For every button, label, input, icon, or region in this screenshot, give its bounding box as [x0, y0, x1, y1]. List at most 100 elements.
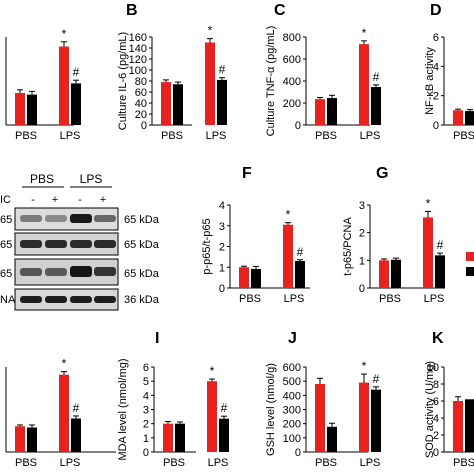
- bar: [161, 82, 171, 125]
- y-axis-label: NF-κB activity: [424, 47, 436, 115]
- bar: [465, 111, 474, 125]
- bar: [173, 84, 183, 125]
- y-tick-label: 20: [135, 109, 147, 121]
- blot-band: [20, 240, 42, 248]
- y-tick-label: 3: [359, 200, 365, 212]
- blot-band: [94, 267, 116, 276]
- blot-treatment-label: IC: [0, 194, 11, 206]
- y-tick-label: 80: [135, 76, 147, 88]
- bar: [453, 401, 463, 452]
- blot-band: [45, 240, 67, 248]
- y-tick-label: 1: [219, 262, 225, 274]
- blot-band: [20, 268, 42, 276]
- bar: [71, 83, 81, 125]
- significance-mark: #: [73, 65, 80, 79]
- panel-letter: F: [242, 165, 252, 182]
- significance-mark: #: [221, 401, 228, 415]
- bar: [435, 255, 445, 288]
- panel-letter: B: [126, 2, 138, 19]
- y-tick-label: 800: [283, 32, 301, 44]
- x-tick-label: LPS: [60, 457, 81, 469]
- blot-band: [70, 296, 92, 303]
- y-tick-label: 400: [283, 390, 301, 402]
- blot-row-label: NA: [0, 294, 16, 306]
- significance-mark: *: [426, 196, 431, 210]
- chart-panel-g: 0 1 2 3 t-p65/PCNA G PBS LPS * #: [342, 165, 445, 305]
- x-tick-label: PBS: [161, 130, 183, 142]
- chart-panel-h: PBS LPS * #: [5, 357, 116, 469]
- x-tick-label: PBS: [379, 293, 401, 305]
- significance-mark: *: [62, 357, 67, 371]
- x-tick-label: LPS: [60, 130, 81, 142]
- x-tick-label: PBS: [315, 457, 337, 469]
- y-tick-label: 8: [433, 379, 439, 391]
- significance-mark: *: [62, 27, 67, 41]
- bar: [465, 399, 474, 452]
- y-tick-label: 2: [143, 419, 149, 431]
- panel-letter: I: [155, 330, 159, 347]
- chart-panel-d: 0 2 4 6 NF-κB activity D PBS: [424, 2, 474, 142]
- y-tick-label: 500: [283, 376, 301, 388]
- y-axis-label: p-p65/t-p65: [201, 218, 213, 274]
- bar: [283, 224, 293, 288]
- blot-band: [20, 215, 42, 222]
- bar: [327, 98, 337, 125]
- y-tick-label: 200: [283, 98, 301, 110]
- bar: [371, 87, 381, 125]
- y-tick-label: 100: [283, 433, 301, 445]
- y-tick-label: 0: [433, 120, 439, 132]
- significance-mark: #: [373, 372, 380, 386]
- y-axis-label: MDA level (nmol/mg): [117, 358, 129, 460]
- significance-mark: #: [437, 238, 444, 252]
- bar: [295, 261, 305, 288]
- blot-band: [45, 215, 67, 222]
- y-tick-label: 2: [219, 242, 225, 254]
- y-tick-label: 4: [433, 61, 439, 73]
- blot-lane-mark: +: [52, 194, 58, 206]
- blot-row-label: 65: [0, 268, 12, 280]
- significance-mark: #: [73, 401, 80, 415]
- x-tick-label: PBS: [315, 130, 337, 142]
- y-tick-label: 6: [433, 396, 439, 408]
- significance-mark: *: [362, 359, 367, 373]
- y-tick-label: 160: [129, 32, 147, 44]
- y-axis-label: GSH level (nmol/g): [265, 363, 277, 456]
- bar: [371, 389, 381, 452]
- y-axis-label: Culture TNF-α (pg/mL): [265, 26, 277, 137]
- panel-letter: G: [376, 165, 388, 182]
- panel-letter: D: [430, 2, 442, 19]
- blot-group-lps: LPS: [80, 172, 103, 186]
- y-tick-label: 0: [295, 120, 301, 132]
- chart-panel-f: 0 1 2 3 4 p-p65/t-p65 F PBS LPS * #: [201, 165, 310, 305]
- blot-row-label: 65: [0, 239, 12, 251]
- x-tick-label: PBS: [163, 457, 185, 469]
- x-tick-label: LPS: [284, 293, 305, 305]
- significance-mark: *: [362, 26, 367, 40]
- y-tick-label: 2: [433, 430, 439, 442]
- y-tick-label: 6: [143, 362, 149, 374]
- chart-panel-a: PBS LPS * #: [5, 27, 81, 142]
- bar: [251, 268, 261, 288]
- blot-lane-mark: -: [78, 194, 82, 206]
- blot-kda-label: 36 kDa: [124, 294, 160, 306]
- panel-letter: J: [288, 330, 297, 347]
- y-tick-label: 600: [283, 54, 301, 66]
- significance-mark: *: [210, 364, 215, 378]
- chart-panel-i: 0 1 2 3 4 5 6 MDA level (nmol/mg) I PBS LPS * #: [117, 330, 229, 469]
- bar: [15, 426, 25, 452]
- bar: [391, 259, 401, 288]
- y-tick-label: 40: [135, 98, 147, 110]
- x-tick-label: LPS: [424, 293, 445, 305]
- bar: [379, 260, 389, 288]
- blot-band: [94, 240, 116, 248]
- y-tick-label: 0: [295, 447, 301, 459]
- bar: [327, 426, 337, 452]
- y-tick-label: 2: [359, 228, 365, 240]
- y-tick-label: 140: [129, 43, 147, 55]
- x-tick-label: PBS: [15, 457, 37, 469]
- blot-group-pbs: PBS: [30, 172, 54, 186]
